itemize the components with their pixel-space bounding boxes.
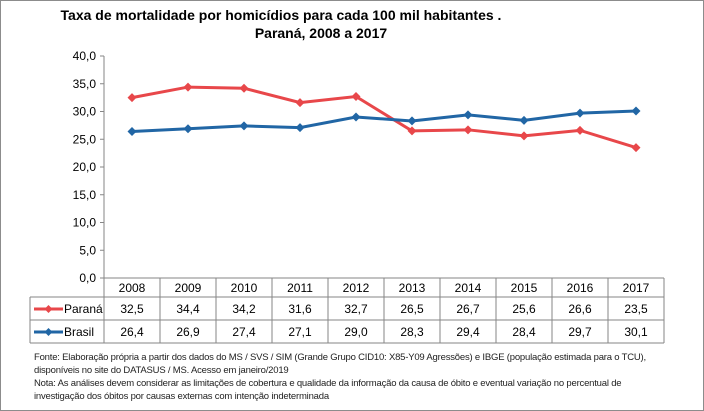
data-label: 27,4 [232,325,256,339]
data-label: 28,3 [400,325,424,339]
data-point [183,82,193,92]
y-tick-label: 35,0 [73,77,97,91]
data-label: 26,5 [400,302,424,316]
data-label: 29,7 [568,325,592,339]
data-point [575,125,585,135]
data-label: 31,6 [288,302,312,316]
data-label: 34,4 [176,302,200,316]
data-label: 32,7 [344,302,368,316]
source-note: disponíveis no site do DATASUS / MS. Ace… [34,365,289,376]
data-point [351,112,361,122]
data-label: 29,0 [344,325,368,339]
data-point [127,126,137,136]
y-tick-label: 10,0 [73,216,97,230]
data-label: 30,1 [624,325,648,339]
data-label: 27,1 [288,325,312,339]
note: Nota: As análises devem considerar as li… [34,378,622,389]
data-point [463,110,473,120]
data-label: 25,6 [512,302,536,316]
data-point [351,92,361,102]
data-point [631,106,641,116]
y-tick-label: 25,0 [73,132,97,146]
x-category-label: 2011 [287,281,313,295]
data-label: 28,4 [512,325,536,339]
data-label: 23,5 [624,302,648,316]
chart-title-line1: Taxa de mortalidade por homicídios para … [60,7,502,23]
data-label: 29,4 [456,325,480,339]
x-category-label: 2014 [455,281,482,295]
data-label: 34,2 [232,302,256,316]
data-label: 26,6 [568,302,592,316]
source-note: Fonte: Elaboração própria a partir dos d… [34,352,646,363]
series-line-paraná [131,85,637,150]
x-category-label: 2010 [231,281,258,295]
data-label: 32,5 [120,302,144,316]
y-tick-label: 20,0 [73,160,97,174]
data-point [407,126,417,136]
x-category-label: 2009 [175,281,202,295]
y-tick-label: 30,0 [73,105,97,119]
legend-label: Paraná [64,302,103,316]
data-point [519,131,529,141]
x-category-label: 2015 [511,281,538,295]
data-point [631,143,641,153]
data-point [407,116,417,126]
data-point [519,115,529,125]
series-line-brasil [131,109,637,133]
legend-marker [44,305,53,313]
x-category-label: 2016 [567,281,594,295]
y-tick-label: 5,0 [79,243,96,257]
legend-label: Brasil [64,325,94,339]
note: investigação dos óbitos por causas exter… [34,391,329,402]
legend-marker [44,328,53,336]
data-point [127,93,137,103]
x-category-label: 2012 [343,281,370,295]
data-label: 26,9 [176,325,200,339]
data-point [295,98,305,108]
data-label: 26,4 [120,325,144,339]
x-category-label: 2017 [623,281,650,295]
data-point [183,124,193,134]
data-point [239,121,249,131]
data-label: 26,7 [456,302,480,316]
data-point [463,125,473,135]
data-point [239,83,249,93]
chart-title-line2: Paraná, 2008 a 2017 [254,25,388,41]
data-point [575,108,585,118]
x-category-label: 2008 [119,281,146,295]
y-tick-label: 15,0 [73,188,97,202]
y-tick-label: 40,0 [73,49,97,63]
y-tick-label: 0,0 [79,271,96,285]
x-category-label: 2013 [399,281,426,295]
data-point [295,123,305,133]
